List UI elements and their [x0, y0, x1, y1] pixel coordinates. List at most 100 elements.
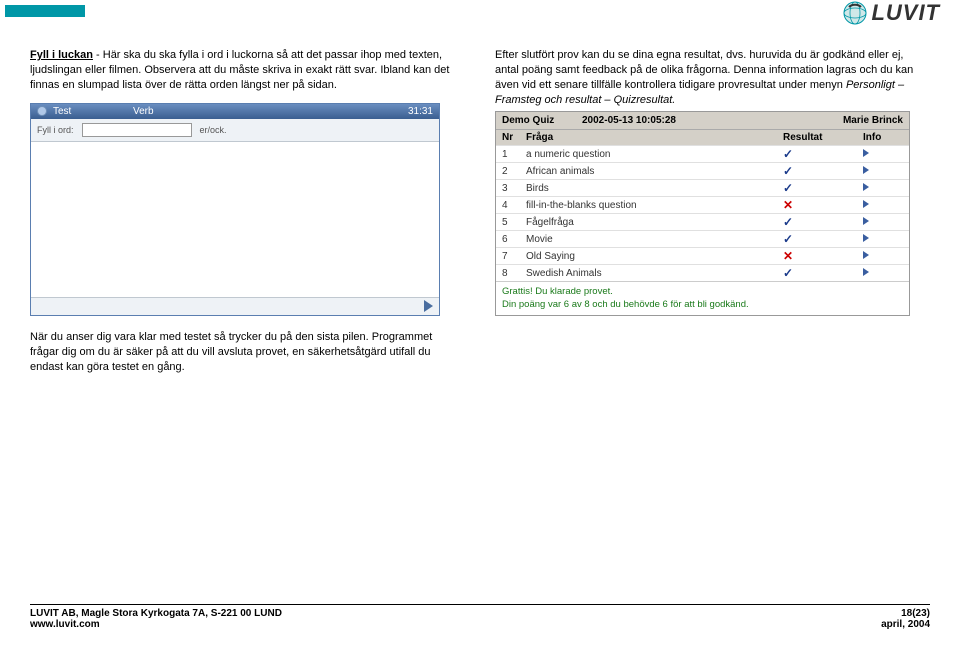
cell-question: Swedish Animals — [526, 268, 783, 279]
quiz-title-test: Test — [53, 106, 133, 117]
info-arrow-icon — [863, 217, 869, 225]
info-arrow-icon — [863, 234, 869, 242]
left-column: Fyll i luckan - Här ska du ska fylla i o… — [30, 48, 465, 316]
check-icon: ✓ — [783, 232, 793, 246]
table-row: 4fill-in-the-blanks question✕ — [496, 196, 909, 213]
cell-question: fill-in-the-blanks question — [526, 200, 783, 211]
table-row: 2African animals✓ — [496, 162, 909, 179]
results-rows: 1a numeric question✓2African animals✓3Bi… — [496, 145, 909, 281]
footer-page: 18(23) — [881, 608, 930, 619]
cell-question: African animals — [526, 166, 783, 177]
results-user: Marie Brinck — [813, 115, 903, 126]
cell-nr: 2 — [502, 166, 526, 177]
cell-info[interactable] — [863, 183, 903, 194]
page-footer: LUVIT AB, Magle Stora Kyrkogata 7A, S-22… — [30, 604, 930, 630]
cell-nr: 4 — [502, 200, 526, 211]
check-icon: ✓ — [783, 164, 793, 178]
quiz-toolbar-suffix: er/ock. — [200, 125, 227, 135]
cell-result: ✓ — [783, 147, 863, 161]
cell-result: ✓ — [783, 215, 863, 229]
check-icon: ✓ — [783, 147, 793, 161]
footer-address: LUVIT AB, Magle Stora Kyrkogata 7A, S-22… — [30, 608, 282, 619]
quiz-toolbar: Fyll i ord: er/ock. — [31, 119, 439, 142]
col-result: Resultat — [783, 132, 863, 143]
check-icon: ✓ — [783, 181, 793, 195]
cell-result: ✕ — [783, 249, 863, 263]
para-results-info: Efter slutfört prov kan du se dina egna … — [495, 48, 930, 107]
footer-right: 18(23) april, 2004 — [881, 608, 930, 630]
quiz-toolbar-label: Fyll i ord: — [37, 125, 74, 135]
cell-nr: 8 — [502, 268, 526, 279]
info-arrow-icon — [863, 183, 869, 191]
para-finish: När du anser dig vara klar med testet så… — [30, 330, 450, 375]
cell-info[interactable] — [863, 251, 903, 262]
cell-question: a numeric question — [526, 149, 783, 160]
para-fill-in-title: Fyll i luckan — [30, 49, 93, 61]
results-columns: Nr Fråga Resultat Info — [496, 129, 909, 145]
main-content: Fyll i luckan - Här ska du ska fylla i o… — [30, 48, 930, 316]
results-datetime: 2002-05-13 10:05:28 — [582, 115, 813, 126]
info-arrow-icon — [863, 166, 869, 174]
quiz-titlebar: Test Verb 31:31 — [31, 104, 439, 119]
cell-info[interactable] — [863, 166, 903, 177]
table-row: 1a numeric question✓ — [496, 145, 909, 162]
window-icon — [37, 106, 47, 116]
results-header: Demo Quiz 2002-05-13 10:05:28 Marie Brin… — [496, 112, 909, 129]
cell-question: Old Saying — [526, 251, 783, 262]
col-info: Info — [863, 132, 903, 143]
info-arrow-icon — [863, 251, 869, 259]
brand-name: LUVIT — [871, 0, 940, 26]
right-column: Efter slutfört prov kan du se dina egna … — [495, 48, 930, 316]
globe-icon — [843, 1, 867, 25]
cell-info[interactable] — [863, 217, 903, 228]
cell-nr: 1 — [502, 149, 526, 160]
results-title: Demo Quiz — [502, 115, 582, 126]
cell-info[interactable] — [863, 268, 903, 279]
table-row: 7Old Saying✕ — [496, 247, 909, 264]
check-icon: ✓ — [783, 266, 793, 280]
quiz-window: Test Verb 31:31 Fyll i ord: er/ock. — [30, 103, 440, 316]
para-fill-in-body: - Här ska du ska fylla i ord i luckorna … — [30, 49, 449, 91]
cell-info[interactable] — [863, 149, 903, 160]
cell-info[interactable] — [863, 234, 903, 245]
cell-nr: 7 — [502, 251, 526, 262]
info-arrow-icon — [863, 149, 869, 157]
table-row: 6Movie✓ — [496, 230, 909, 247]
cell-nr: 5 — [502, 217, 526, 228]
para-fill-in: Fyll i luckan - Här ska du ska fylla i o… — [30, 48, 465, 93]
table-row: 5Fågelfråga✓ — [496, 213, 909, 230]
cell-question: Birds — [526, 183, 783, 194]
info-arrow-icon — [863, 268, 869, 276]
cell-nr: 3 — [502, 183, 526, 194]
header-accent-bar — [5, 5, 85, 17]
footer-url: www.luvit.com — [30, 619, 282, 630]
check-icon: ✓ — [783, 215, 793, 229]
quiz-title-verb: Verb — [133, 106, 408, 117]
cell-question: Fågelfråga — [526, 217, 783, 228]
next-arrow-icon[interactable] — [424, 300, 433, 312]
cell-question: Movie — [526, 234, 783, 245]
info-arrow-icon — [863, 200, 869, 208]
quiz-timer: 31:31 — [408, 106, 433, 117]
cross-icon: ✕ — [783, 249, 793, 263]
col-question: Fråga — [526, 132, 783, 143]
results-msg-line1: Grattis! Du klarade provet. — [502, 286, 903, 298]
cell-result: ✓ — [783, 232, 863, 246]
cell-result: ✕ — [783, 198, 863, 212]
quiz-footer — [31, 297, 439, 315]
cell-result: ✓ — [783, 266, 863, 280]
brand-logo: LUVIT — [843, 0, 940, 26]
quiz-body — [31, 142, 439, 297]
cell-nr: 6 — [502, 234, 526, 245]
cross-icon: ✕ — [783, 198, 793, 212]
results-message: Grattis! Du klarade provet. Din poäng va… — [496, 281, 909, 315]
cell-result: ✓ — [783, 164, 863, 178]
table-row: 3Birds✓ — [496, 179, 909, 196]
quiz-input[interactable] — [82, 123, 192, 137]
cell-info[interactable] — [863, 200, 903, 211]
table-row: 8Swedish Animals✓ — [496, 264, 909, 281]
footer-left: LUVIT AB, Magle Stora Kyrkogata 7A, S-22… — [30, 608, 282, 630]
col-nr: Nr — [502, 132, 526, 143]
results-panel: Demo Quiz 2002-05-13 10:05:28 Marie Brin… — [495, 111, 910, 316]
cell-result: ✓ — [783, 181, 863, 195]
